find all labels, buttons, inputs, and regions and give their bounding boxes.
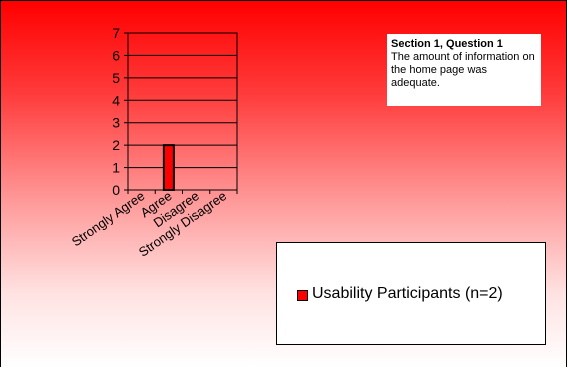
legend-label: Usability Participants (n=2) xyxy=(312,285,503,302)
y-tick-label: 5 xyxy=(112,70,120,86)
y-tick-label: 1 xyxy=(112,160,120,176)
y-axis-ticks: 0 1 2 3 4 5 6 7 xyxy=(112,25,120,198)
y-tick-label: 2 xyxy=(112,137,120,153)
y-tick-label: 0 xyxy=(112,182,120,198)
note-text: The amount of information on the home pa… xyxy=(391,51,535,89)
question-note: Section 1, Question 1 The amount of info… xyxy=(387,34,541,106)
legend: Usability Participants (n=2) xyxy=(276,242,546,345)
plot-area xyxy=(127,32,238,191)
plot-border xyxy=(127,32,238,191)
legend-swatch xyxy=(297,290,308,301)
y-tick-label: 4 xyxy=(112,92,120,108)
y-tick-label: 7 xyxy=(112,25,120,41)
bar xyxy=(162,144,175,191)
y-tick-label: 3 xyxy=(112,115,120,131)
note-title: Section 1, Question 1 xyxy=(391,38,503,50)
gridlines xyxy=(124,32,238,194)
x-category-label: Strongly Agree xyxy=(69,188,147,249)
y-tick-label: 6 xyxy=(112,47,120,63)
